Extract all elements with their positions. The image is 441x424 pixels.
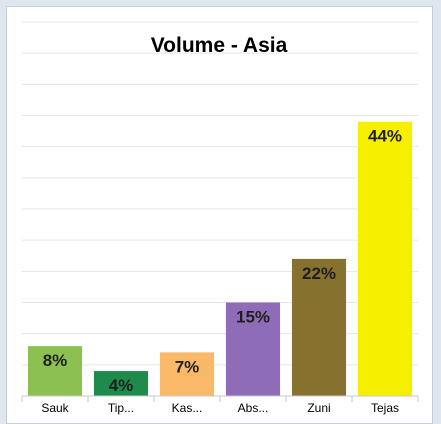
bar — [225, 302, 281, 396]
x-tick-label: Abs... — [238, 401, 269, 415]
bar — [291, 258, 347, 396]
x-tick-label: Tip... — [108, 401, 134, 415]
x-tick-label: Sauk — [41, 401, 69, 415]
bar — [357, 121, 413, 396]
gridlines — [22, 21, 418, 366]
data-label: 15% — [236, 308, 270, 327]
bar — [93, 371, 149, 396]
data-label: 22% — [302, 264, 336, 283]
x-tick-label: Zuni — [307, 401, 330, 415]
bar — [159, 352, 215, 396]
data-label: 4% — [109, 376, 134, 395]
bar — [27, 346, 83, 396]
x-tick-label: Kas... — [172, 401, 203, 415]
data-label: 7% — [175, 357, 200, 376]
data-label: 8% — [43, 351, 68, 370]
bars: 8% 4% 7% 15% 22% 44% — [27, 121, 413, 396]
x-axis-ticks: Sauk Tip... Kas... Abs... Zuni Tejas — [21, 396, 419, 415]
x-tick-label: Tejas — [371, 401, 399, 415]
data-label: 44% — [368, 127, 402, 146]
chart-title: Volume - Asia — [151, 34, 288, 57]
